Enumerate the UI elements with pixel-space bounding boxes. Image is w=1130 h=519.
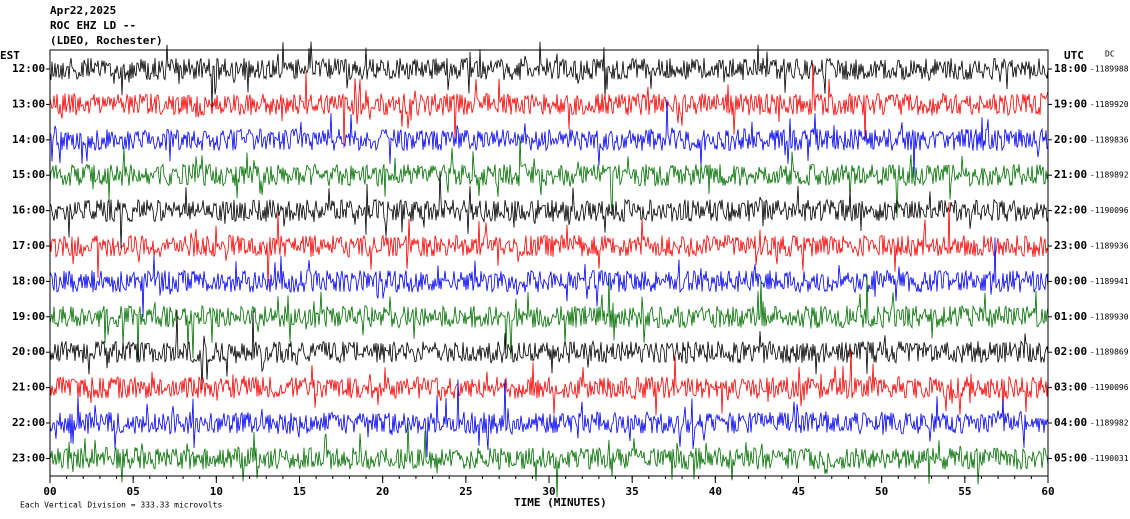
utc-time-label: 00:00 xyxy=(1054,274,1087,287)
utc-time-label: 23:00 xyxy=(1054,239,1087,252)
dc-value: -1189920 xyxy=(1090,100,1129,109)
x-tick-label: 20 xyxy=(376,485,389,498)
x-tick-label: 40 xyxy=(709,485,722,498)
utc-time-label: 05:00 xyxy=(1054,451,1087,464)
station: ROC EHZ LD -- xyxy=(50,19,136,32)
x-tick-label: 45 xyxy=(792,485,805,498)
utc-time-label: 02:00 xyxy=(1054,345,1087,358)
x-tick-label: 25 xyxy=(459,485,472,498)
trace xyxy=(49,275,1049,360)
trace xyxy=(49,41,1049,108)
trace xyxy=(49,422,1049,498)
x-tick-label: 35 xyxy=(626,485,639,498)
est-time-label: 18:00 xyxy=(12,274,45,287)
x-tick-label: 10 xyxy=(210,485,223,498)
x-tick-label: 55 xyxy=(958,485,971,498)
dc-value: -1189982 xyxy=(1090,419,1129,428)
utc-label: UTC xyxy=(1064,49,1084,62)
trace xyxy=(49,202,1049,288)
dc-value: -1189836 xyxy=(1090,135,1129,144)
traces xyxy=(49,41,1049,498)
est-time-label: 17:00 xyxy=(12,239,45,252)
trace xyxy=(49,310,1049,390)
x-tick-label: 00 xyxy=(43,485,56,498)
utc-time-label: 20:00 xyxy=(1054,133,1087,146)
est-time-label: 16:00 xyxy=(12,204,45,217)
x-axis-label: TIME (MINUTES) xyxy=(514,496,607,509)
trace xyxy=(49,170,1049,249)
utc-time-label: 19:00 xyxy=(1054,97,1087,110)
trace xyxy=(49,348,1049,416)
x-tick-label: 60 xyxy=(1041,485,1054,498)
est-time-label: 15:00 xyxy=(12,168,45,181)
est-time-label: 20:00 xyxy=(12,345,45,358)
x-tick-label: 05 xyxy=(127,485,140,498)
est-label: EST xyxy=(0,49,20,62)
utc-time-label: 04:00 xyxy=(1054,416,1087,429)
footnote: Each Vertical Division = 333.33 microvol… xyxy=(20,501,222,510)
est-time-label: 23:00 xyxy=(12,451,45,464)
network: (LDEO, Rochester) xyxy=(50,34,163,47)
trace xyxy=(49,99,1049,179)
dc-value: -1190096 xyxy=(1090,383,1129,392)
est-time-label: 14:00 xyxy=(12,133,45,146)
dc-value: -1189892 xyxy=(1090,171,1129,180)
trace xyxy=(49,379,1049,458)
x-tick-label: 30 xyxy=(542,485,555,498)
dc-value: -1189930 xyxy=(1090,312,1129,321)
utc-time-label: 18:00 xyxy=(1054,62,1087,75)
est-time-label: 19:00 xyxy=(12,310,45,323)
trace xyxy=(49,63,1049,149)
dc-value: -1189988 xyxy=(1090,65,1129,74)
est-time-label: 13:00 xyxy=(12,97,45,110)
trace xyxy=(49,135,1049,218)
dc-value: -1189869 xyxy=(1090,348,1129,357)
dc-value: -1190031 xyxy=(1090,454,1129,463)
est-time-label: 12:00 xyxy=(12,62,45,75)
x-tick-label: 50 xyxy=(875,485,888,498)
x-tick-label: 15 xyxy=(293,485,306,498)
utc-time-label: 21:00 xyxy=(1054,168,1087,181)
est-time-label: 21:00 xyxy=(12,381,45,394)
dc-value: -1190096 xyxy=(1090,206,1129,215)
utc-time-label: 22:00 xyxy=(1054,204,1087,217)
dc-value: -1189936 xyxy=(1090,242,1129,251)
utc-time-label: 01:00 xyxy=(1054,310,1087,323)
est-time-label: 22:00 xyxy=(12,416,45,429)
trace xyxy=(49,237,1049,318)
dc-value: -1189941 xyxy=(1090,277,1129,286)
dc-label: DC xyxy=(1105,50,1115,59)
utc-time-label: 03:00 xyxy=(1054,381,1087,394)
title: Apr22,2025 xyxy=(50,4,116,17)
